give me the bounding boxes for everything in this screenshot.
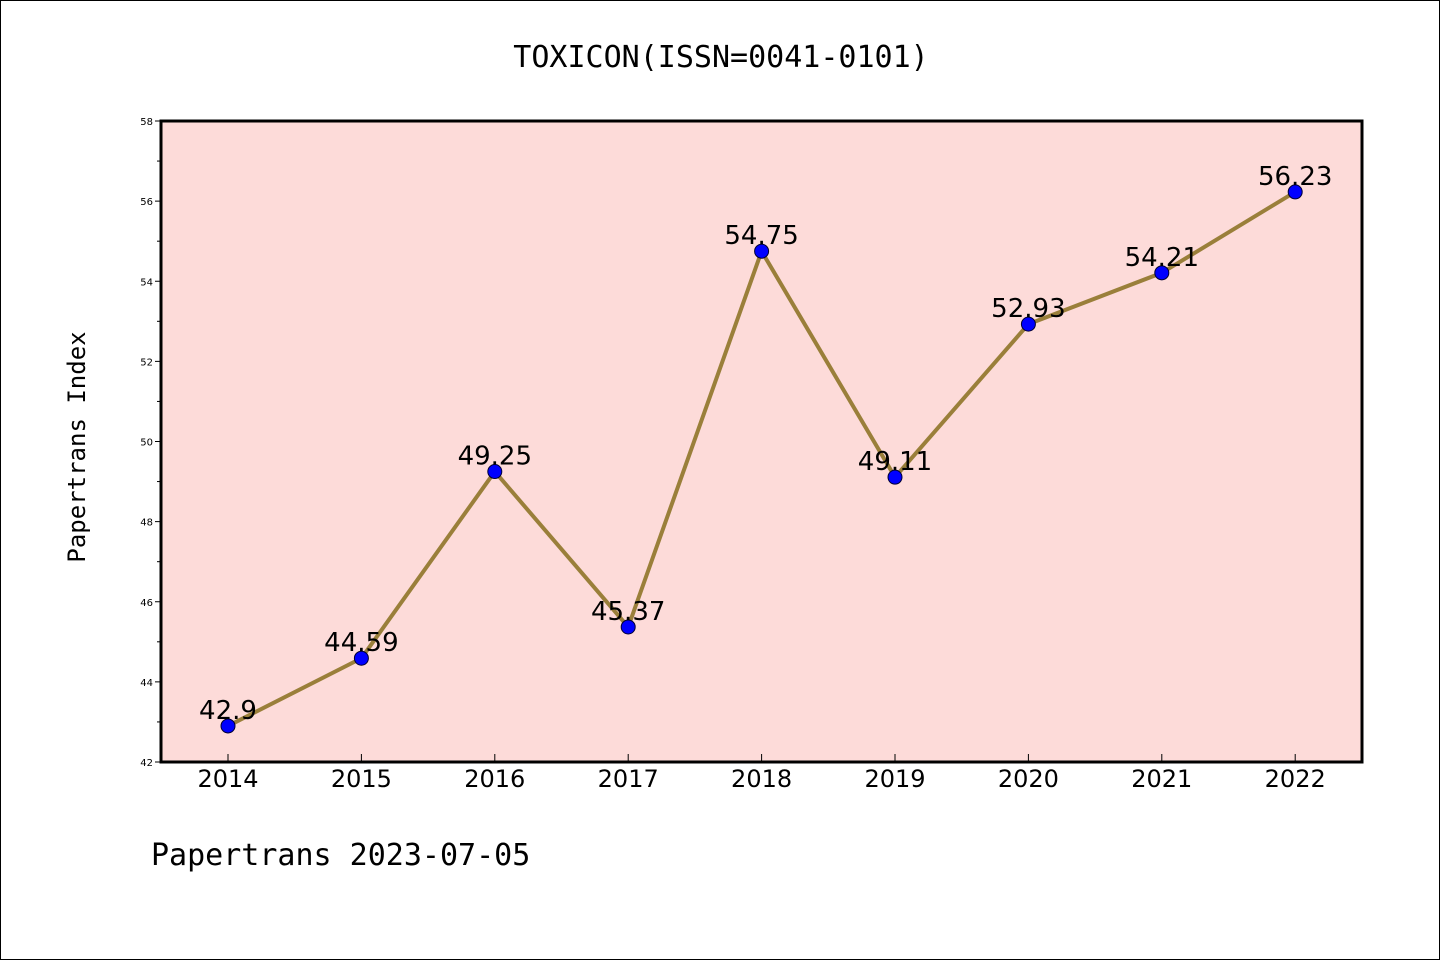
- y-tick-label: 58: [140, 117, 153, 128]
- x-tick-label: 2014: [197, 765, 258, 793]
- x-tick-label: 2018: [731, 765, 792, 793]
- data-point: [220, 718, 236, 734]
- data-label: 54.75: [724, 221, 798, 251]
- data-point: [754, 243, 770, 259]
- chart-title: TOXICON(ISSN=0041-0101): [513, 40, 928, 75]
- y-axis-label: Papertrans Index: [63, 331, 91, 562]
- data-label: 52.93: [991, 294, 1065, 324]
- footer-text: Papertrans 2023-07-05: [151, 838, 530, 873]
- data-point: [1287, 184, 1303, 200]
- y-tick-label: 44: [140, 678, 153, 689]
- data-point: [353, 650, 369, 666]
- y-tick-label: 56: [140, 197, 153, 208]
- data-label: 45.37: [591, 597, 665, 627]
- data-label: 49.11: [858, 447, 932, 477]
- data-point: [1154, 265, 1170, 281]
- data-label: 49.25: [458, 442, 532, 472]
- data-point: [1020, 316, 1036, 332]
- x-tick-label: 2019: [864, 765, 925, 793]
- y-tick-label: 50: [140, 438, 153, 449]
- x-axis: 2014 2015 2016 2017 2018 2019 2020 2021 2022: [197, 754, 1326, 793]
- data-point: [887, 469, 903, 485]
- x-tick-label: 2022: [1265, 765, 1326, 793]
- x-tick-label: 2020: [998, 765, 1059, 793]
- y-axis: 42 44 46 48 50 52 54 56 58: [140, 117, 161, 769]
- y-tick-label: 54: [140, 277, 153, 288]
- y-tick-label: 52: [140, 357, 153, 368]
- series: 42.9 44.59 49.25 45.37 54.75 49.11 52.93 54.21 5…: [199, 162, 1332, 734]
- y-tick-label: 42: [140, 758, 153, 769]
- x-tick-label: 2016: [464, 765, 525, 793]
- data-label: 44.59: [324, 628, 398, 658]
- data-point: [620, 619, 636, 635]
- x-tick-label: 2017: [598, 765, 659, 793]
- x-tick-label: 2021: [1131, 765, 1192, 793]
- plot-area: [159, 119, 1364, 764]
- data-point: [487, 464, 503, 480]
- x-tick-label: 2015: [331, 765, 392, 793]
- y-tick-label: 46: [140, 598, 153, 609]
- data-label: 54.21: [1125, 243, 1199, 273]
- data-label: 42.9: [199, 696, 257, 726]
- y-tick-label: 48: [140, 518, 153, 529]
- data-label: 56.23: [1258, 162, 1332, 192]
